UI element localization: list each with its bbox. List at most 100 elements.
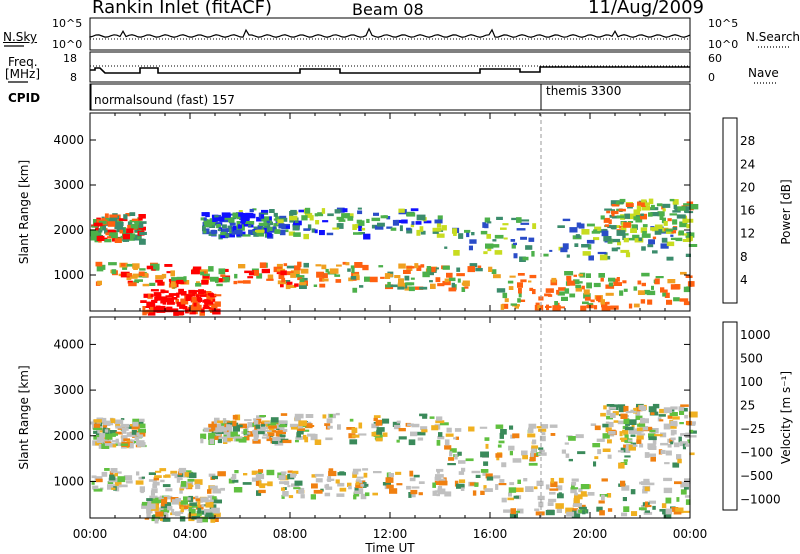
backscatter-cell bbox=[630, 442, 636, 445]
backscatter-cell bbox=[128, 282, 137, 287]
backscatter-cell bbox=[325, 437, 333, 441]
backscatter-cell bbox=[621, 221, 625, 227]
backscatter-cell bbox=[216, 223, 222, 229]
backscatter-cell bbox=[310, 435, 315, 441]
backscatter-cell bbox=[260, 424, 266, 428]
backscatter-cell bbox=[462, 280, 470, 287]
backscatter-cell bbox=[299, 282, 307, 286]
backscatter-cell bbox=[309, 215, 314, 221]
backscatter-cell bbox=[352, 468, 362, 472]
backscatter-cell bbox=[647, 244, 654, 248]
backscatter-cell bbox=[565, 507, 574, 514]
backscatter-cell bbox=[261, 436, 270, 439]
backscatter-cell bbox=[127, 224, 134, 229]
backscatter-cell bbox=[335, 479, 340, 484]
backscatter-cell bbox=[339, 487, 347, 492]
backscatter-cell bbox=[561, 296, 568, 301]
backscatter-cell bbox=[210, 276, 219, 282]
backscatter-cell bbox=[578, 273, 584, 277]
backscatter-cell bbox=[398, 208, 405, 213]
backscatter-cell bbox=[150, 294, 154, 298]
backscatter-cell bbox=[195, 495, 199, 500]
backscatter-cell bbox=[258, 480, 262, 487]
backscatter-cell bbox=[665, 228, 674, 232]
backscatter-cell bbox=[613, 278, 619, 284]
velocity-panel bbox=[90, 403, 698, 524]
backscatter-cell bbox=[397, 286, 405, 290]
backscatter-cell bbox=[605, 427, 612, 433]
backscatter-cell bbox=[123, 214, 128, 220]
backscatter-cell bbox=[354, 488, 364, 494]
backscatter-cell bbox=[667, 415, 673, 419]
backscatter-cell bbox=[670, 234, 674, 237]
backscatter-cell bbox=[304, 436, 309, 443]
backscatter-cell bbox=[154, 296, 158, 302]
backscatter-cell bbox=[130, 223, 139, 229]
backscatter-cell bbox=[624, 426, 634, 431]
backscatter-cell bbox=[303, 262, 309, 268]
backscatter-cell bbox=[123, 231, 133, 236]
backscatter-cell bbox=[338, 219, 346, 222]
backscatter-cell bbox=[557, 225, 565, 228]
backscatter-cell bbox=[220, 228, 230, 233]
backscatter-cell bbox=[324, 492, 331, 497]
backscatter-cell bbox=[419, 286, 428, 290]
backscatter-cell bbox=[109, 430, 117, 435]
backscatter-cell bbox=[228, 478, 235, 484]
backscatter-cell bbox=[224, 268, 229, 272]
backscatter-cell bbox=[210, 293, 217, 298]
backscatter-cell bbox=[439, 422, 449, 426]
colorbar-tick-label: 28 bbox=[740, 134, 755, 148]
backscatter-cell bbox=[335, 412, 340, 416]
backscatter-cell bbox=[625, 447, 631, 453]
backscatter-cell bbox=[137, 418, 145, 422]
backscatter-cell bbox=[231, 473, 237, 480]
backscatter-cell bbox=[468, 426, 475, 432]
backscatter-cell bbox=[214, 215, 219, 218]
backscatter-cell bbox=[159, 468, 167, 472]
backscatter-cell bbox=[679, 422, 684, 425]
backscatter-cell bbox=[617, 450, 624, 453]
backscatter-cell bbox=[474, 482, 479, 487]
backscatter-cell bbox=[479, 426, 488, 429]
backscatter-cell bbox=[170, 270, 175, 277]
backscatter-cell bbox=[674, 422, 678, 427]
backscatter-cell bbox=[468, 245, 473, 251]
backscatter-cell bbox=[153, 514, 161, 520]
backscatter-cell bbox=[621, 485, 630, 491]
backscatter-cell bbox=[448, 277, 456, 282]
backscatter-cell bbox=[144, 517, 150, 520]
backscatter-cell bbox=[420, 426, 428, 431]
backscatter-cell bbox=[354, 262, 363, 268]
backscatter-cell bbox=[501, 462, 507, 468]
backscatter-cell bbox=[395, 471, 402, 475]
backscatter-cell bbox=[673, 442, 680, 448]
backscatter-cell bbox=[93, 423, 101, 429]
backscatter-cell bbox=[480, 230, 488, 235]
backscatter-cell bbox=[337, 482, 345, 487]
backscatter-cell bbox=[209, 485, 218, 489]
backscatter-cell bbox=[152, 483, 158, 488]
backscatter-cell bbox=[209, 429, 214, 432]
backscatter-cell bbox=[142, 310, 149, 314]
colorbar-tick-label: 12 bbox=[740, 227, 755, 241]
backscatter-cell bbox=[504, 298, 509, 303]
backscatter-cell bbox=[592, 443, 601, 448]
backscatter-cell bbox=[199, 310, 205, 316]
cpid-panel-frame bbox=[89, 83, 691, 111]
backscatter-cell bbox=[528, 462, 538, 466]
backscatter-cell bbox=[109, 474, 116, 481]
backscatter-cell bbox=[111, 487, 116, 490]
backscatter-cell bbox=[364, 276, 371, 282]
x-tick-label: 08:00 bbox=[273, 527, 308, 541]
y-axis-label: Slant Range [km] bbox=[17, 160, 31, 264]
backscatter-cell bbox=[224, 423, 228, 428]
backscatter-cell bbox=[116, 471, 122, 474]
backscatter-cell bbox=[461, 282, 466, 286]
backscatter-cell bbox=[643, 418, 649, 424]
backscatter-cell bbox=[101, 216, 105, 219]
backscatter-cell bbox=[166, 306, 173, 313]
backscatter-cell bbox=[484, 223, 489, 229]
backscatter-cell bbox=[574, 281, 583, 284]
backscatter-cell bbox=[457, 278, 461, 283]
